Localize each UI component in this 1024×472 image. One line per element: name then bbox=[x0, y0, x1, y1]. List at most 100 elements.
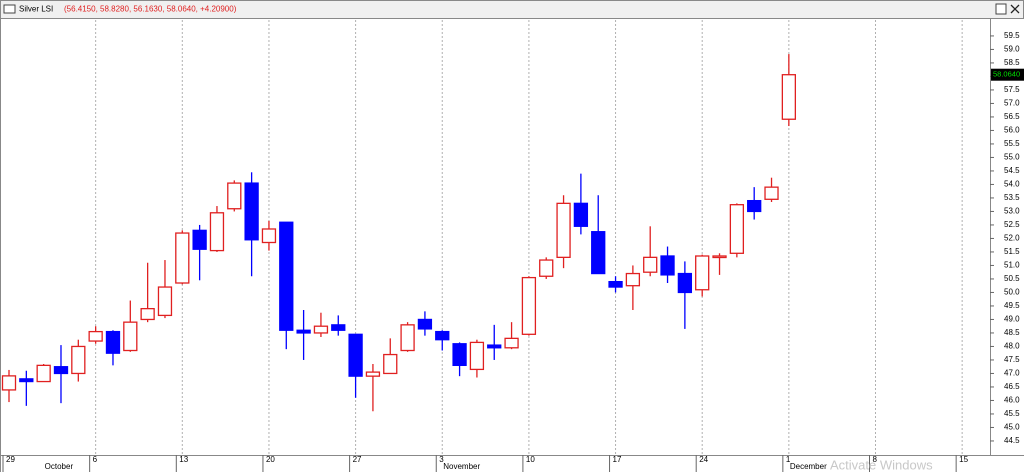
candle-body bbox=[591, 231, 606, 275]
candle-body bbox=[539, 259, 554, 277]
candle-body bbox=[781, 74, 796, 120]
candle-body bbox=[764, 186, 779, 200]
y-tick-label: 46.0 bbox=[1004, 396, 1020, 405]
y-tick-label: 58.5 bbox=[1004, 58, 1020, 67]
y-tick-label: 53.0 bbox=[1004, 207, 1020, 216]
x-tick-label: 8 bbox=[873, 455, 878, 464]
y-tick-label: 53.5 bbox=[1004, 193, 1020, 202]
month-label: November bbox=[443, 462, 480, 471]
candle-body bbox=[261, 228, 277, 244]
x-tick-label: 29 bbox=[6, 455, 15, 464]
candle-body bbox=[53, 366, 69, 375]
last-price-label: 58.0640 bbox=[993, 70, 1020, 79]
candle-body bbox=[383, 353, 398, 375]
candle-body bbox=[521, 276, 537, 335]
y-tick-label: 45.5 bbox=[1004, 409, 1020, 418]
x-tick-label: 15 bbox=[959, 455, 968, 464]
y-tick-label: 56.5 bbox=[1004, 112, 1020, 121]
candle-body bbox=[469, 341, 485, 371]
candle-body bbox=[36, 364, 51, 383]
y-tick-label: 50.0 bbox=[1004, 288, 1020, 297]
y-tick-label: 55.0 bbox=[1004, 153, 1020, 162]
ohlc-values: (56.4150, 58.8280, 56.1630, 58.0640, +4.… bbox=[64, 5, 237, 14]
y-tick-label: 48.5 bbox=[1004, 328, 1020, 337]
candle-body bbox=[417, 318, 433, 330]
candle-body bbox=[573, 202, 589, 227]
y-tick-label: 47.5 bbox=[1004, 355, 1020, 364]
candle-body bbox=[348, 333, 363, 377]
candle-body bbox=[209, 212, 225, 252]
y-tick-label: 52.0 bbox=[1004, 234, 1020, 243]
y-tick-label: 54.0 bbox=[1004, 180, 1020, 189]
y-tick-label: 57.5 bbox=[1004, 85, 1020, 94]
y-tick-label: 51.5 bbox=[1004, 247, 1020, 256]
candle-body bbox=[313, 325, 329, 334]
x-tick-label: 27 bbox=[353, 455, 362, 464]
y-tick-label: 49.5 bbox=[1004, 301, 1020, 310]
y-tick-label: 59.5 bbox=[1004, 31, 1020, 40]
y-tick-label: 50.5 bbox=[1004, 274, 1020, 283]
y-tick-label: 56.0 bbox=[1004, 126, 1020, 135]
candle-body bbox=[88, 330, 103, 342]
chart-title: Silver LSI bbox=[19, 5, 53, 14]
candle-body bbox=[296, 329, 311, 334]
candle-body bbox=[105, 330, 121, 354]
x-tick-label: 24 bbox=[699, 455, 708, 464]
x-tick-label: 1 bbox=[786, 455, 791, 464]
candle-body bbox=[625, 272, 641, 287]
candle-body bbox=[660, 255, 675, 276]
candle-body bbox=[608, 280, 623, 288]
candle-body bbox=[643, 256, 658, 273]
y-tick-label: 48.0 bbox=[1004, 342, 1020, 351]
candle-body bbox=[365, 371, 381, 377]
y-tick-label: 59.0 bbox=[1004, 45, 1020, 54]
candle-body bbox=[140, 307, 155, 321]
candle-body bbox=[192, 229, 207, 250]
candle-body bbox=[279, 221, 294, 331]
maximize-button[interactable] bbox=[995, 3, 1007, 15]
y-tick-label: 44.5 bbox=[1004, 436, 1020, 445]
candle-body bbox=[331, 324, 346, 331]
last-price-box bbox=[991, 68, 1024, 81]
month-label: October bbox=[45, 462, 74, 471]
candle-body bbox=[19, 378, 34, 383]
candle-body bbox=[157, 286, 173, 317]
y-tick-label: 45.0 bbox=[1004, 423, 1020, 432]
y-tick-label: 52.5 bbox=[1004, 220, 1020, 229]
x-tick-label: 13 bbox=[179, 455, 188, 464]
y-tick-label: 51.0 bbox=[1004, 261, 1020, 270]
candle-body bbox=[71, 345, 86, 375]
candle-body bbox=[712, 255, 727, 259]
window-icon bbox=[3, 4, 16, 14]
month-label: December bbox=[790, 462, 827, 471]
x-tick-label: 10 bbox=[526, 455, 535, 464]
candle-body bbox=[1, 375, 17, 391]
candle-body bbox=[504, 337, 519, 349]
candle-body bbox=[729, 204, 745, 254]
x-tick-label: 3 bbox=[439, 455, 444, 464]
candle-body bbox=[123, 321, 138, 352]
candle-body bbox=[244, 182, 259, 241]
candle-body bbox=[435, 330, 450, 341]
candle-body bbox=[452, 343, 467, 367]
y-tick-label: 46.5 bbox=[1004, 382, 1020, 391]
x-tick-label: 6 bbox=[93, 455, 98, 464]
y-tick-label: 49.0 bbox=[1004, 315, 1020, 324]
candle-body bbox=[677, 272, 693, 294]
close-button[interactable] bbox=[1010, 4, 1020, 14]
candle-body bbox=[400, 324, 415, 352]
y-tick-label: 55.5 bbox=[1004, 139, 1020, 148]
y-tick-label: 57.0 bbox=[1004, 99, 1020, 108]
y-tick-label: 47.0 bbox=[1004, 369, 1020, 378]
candle-body bbox=[695, 255, 710, 291]
candle-body bbox=[487, 344, 502, 349]
x-tick-label: 20 bbox=[266, 455, 275, 464]
candle-body bbox=[556, 202, 571, 258]
candle-body bbox=[747, 199, 762, 213]
x-tick-label: 17 bbox=[613, 455, 622, 464]
y-tick-label: 54.5 bbox=[1004, 166, 1020, 175]
watermark: Activate Windows bbox=[830, 457, 933, 472]
candle-body bbox=[175, 232, 190, 284]
